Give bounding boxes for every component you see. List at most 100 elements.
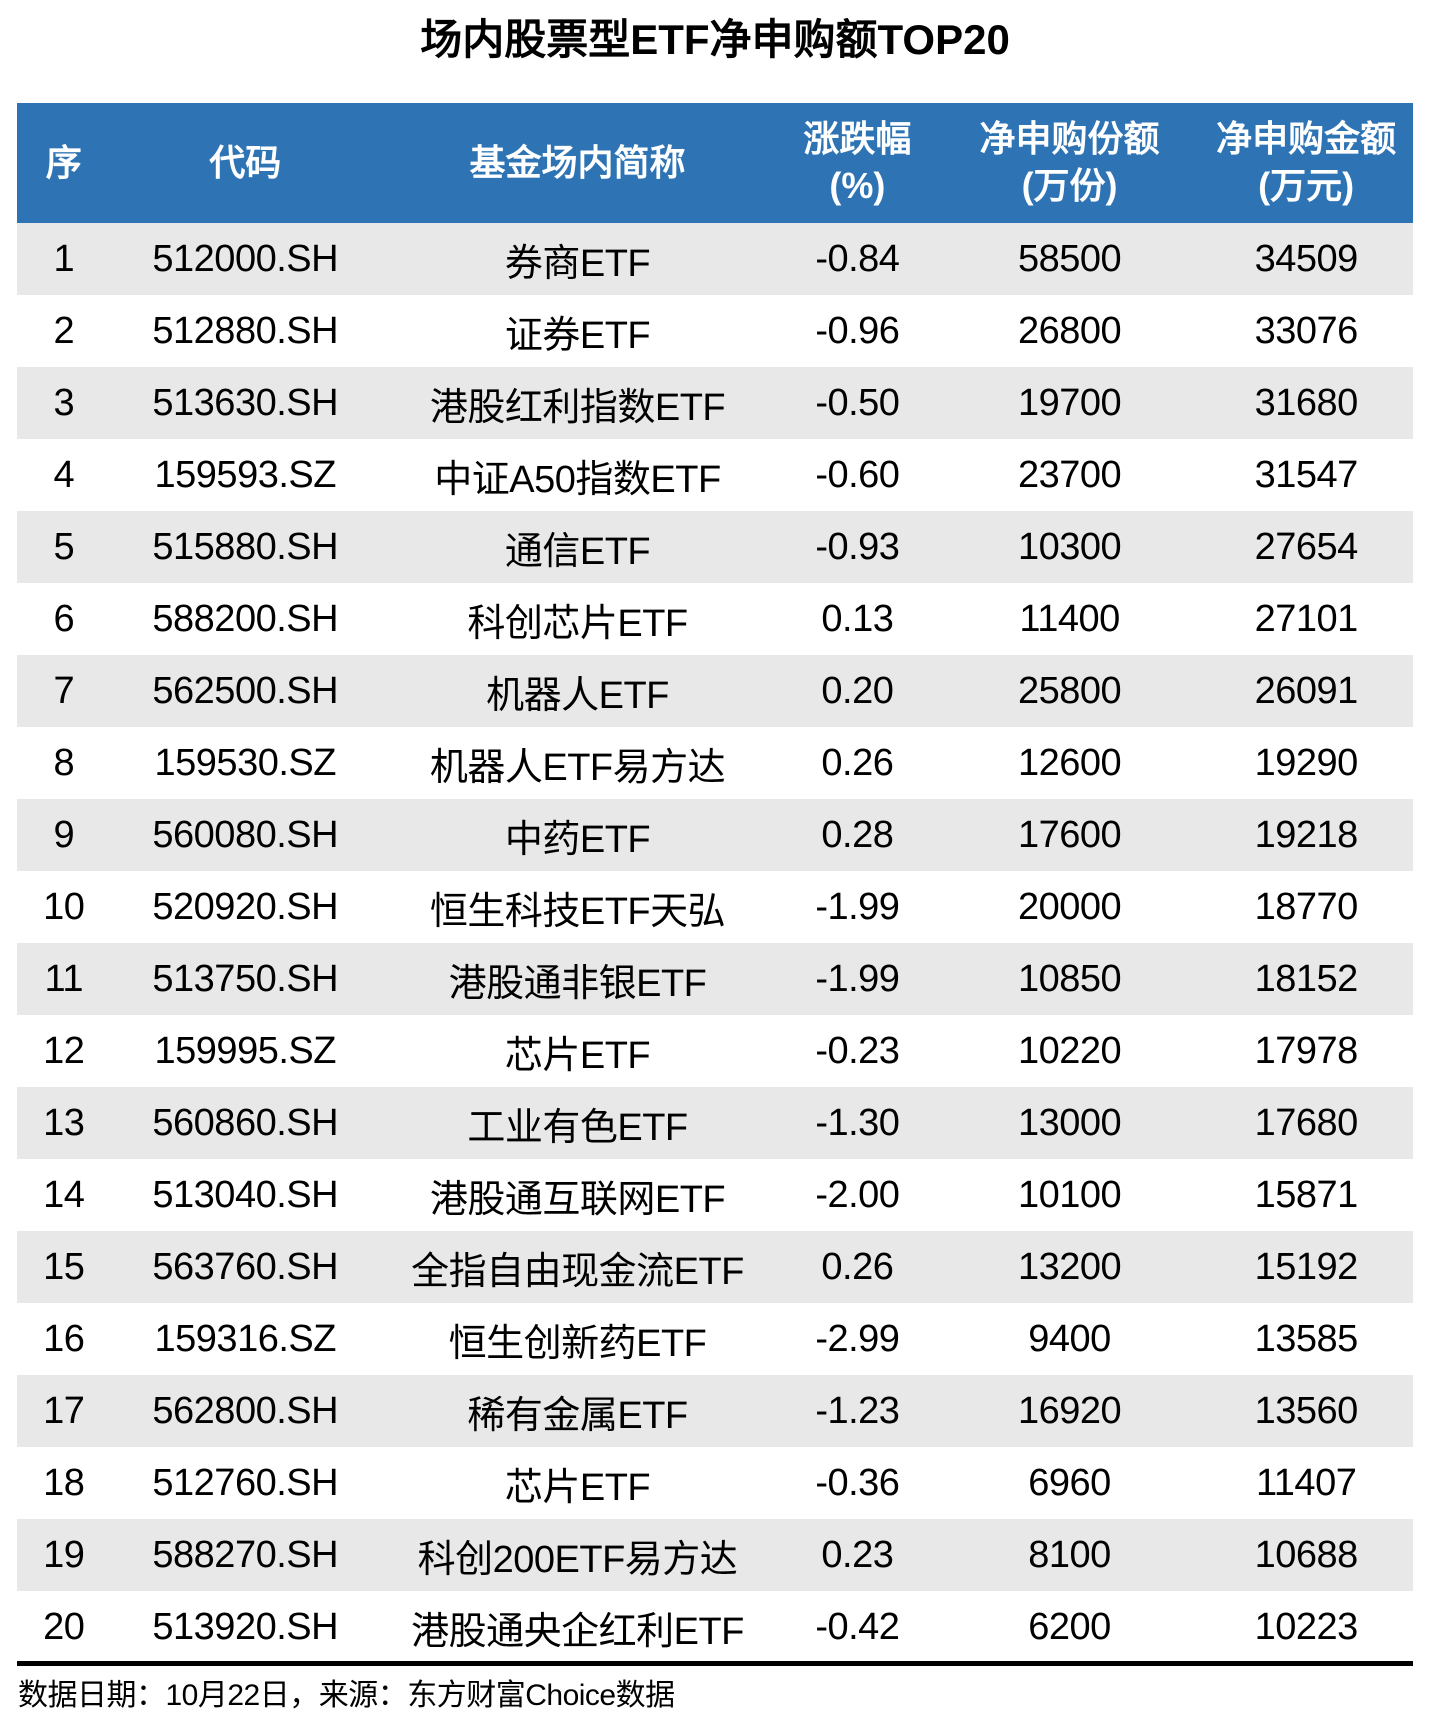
cell-fund-name: 通信ETF	[504, 530, 651, 573]
cell-code: 513630.SH	[152, 381, 339, 424]
cell-change-pct: -0.50	[815, 381, 900, 424]
header-fund-name: 基金场内简称	[380, 103, 775, 223]
header-net-shares-label-line1: 净申购份额	[979, 118, 1160, 160]
cell-net-amount: 17978	[1254, 1029, 1359, 1072]
cell-change-pct: 0.26	[821, 1245, 894, 1288]
cell-seq: 17	[43, 1389, 85, 1432]
table-row: 4 159593.SZ 中证A50指数ETF -0.60 23700 31547	[17, 439, 1413, 511]
cell-seq: 14	[43, 1173, 85, 1216]
cell-net-amount: 31547	[1254, 453, 1359, 496]
cell-fund-name: 券商ETF	[504, 242, 651, 285]
cell-fund-name: 全指自由现金流ETF	[411, 1250, 744, 1293]
cell-net-amount: 15871	[1254, 1173, 1359, 1216]
cell-change-pct: -0.84	[815, 237, 900, 280]
cell-fund-name: 芯片ETF	[504, 1034, 651, 1077]
page-title: 场内股票型ETF净申购额TOP20	[420, 16, 1010, 63]
header-fund-name-label: 基金场内简称	[469, 141, 686, 183]
cell-change-pct: -0.42	[815, 1605, 900, 1648]
cell-seq: 11	[44, 957, 84, 1000]
cell-net-amount: 15192	[1254, 1245, 1359, 1288]
cell-fund-name: 中证A50指数ETF	[434, 458, 721, 501]
cell-seq: 6	[53, 597, 75, 640]
cell-net-amount: 17680	[1254, 1101, 1359, 1144]
cell-code: 512880.SH	[152, 309, 339, 352]
cell-seq: 19	[43, 1533, 85, 1576]
cell-change-pct: -0.60	[815, 453, 900, 496]
cell-fund-name: 证券ETF	[504, 314, 651, 357]
header-net-amount-label-line2: (万元)	[1258, 165, 1355, 206]
table-row: 16 159316.SZ 恒生创新药ETF -2.99 9400 13585	[17, 1303, 1413, 1375]
header-net-amount-label-line1: 净申购金额	[1216, 118, 1397, 160]
cell-change-pct: -2.99	[815, 1317, 900, 1360]
cell-net-shares: 26800	[1017, 309, 1122, 352]
cell-net-shares: 12600	[1017, 741, 1122, 784]
header-net-shares: 净申购份额 (万份)	[940, 103, 1200, 223]
cell-fund-name: 机器人ETF易方达	[429, 746, 726, 789]
cell-net-shares: 25800	[1017, 669, 1122, 712]
table-row: 11 513750.SH 港股通非银ETF -1.99 10850 18152	[17, 943, 1413, 1015]
cell-change-pct: -1.99	[815, 957, 900, 1000]
cell-fund-name: 机器人ETF	[486, 674, 669, 717]
cell-change-pct: 0.13	[821, 597, 894, 640]
cell-code: 159316.SZ	[154, 1317, 337, 1360]
header-seq-label: 序	[45, 141, 82, 183]
cell-seq: 16	[43, 1317, 85, 1360]
header-code: 代码	[111, 103, 380, 223]
cell-change-pct: -0.36	[815, 1461, 900, 1504]
cell-net-shares: 6200	[1028, 1605, 1111, 1648]
cell-change-pct: 0.26	[821, 741, 894, 784]
cell-net-shares: 16920	[1017, 1389, 1122, 1432]
cell-fund-name: 芯片ETF	[504, 1466, 651, 1509]
cell-net-shares: 17600	[1017, 813, 1122, 856]
cell-seq: 8	[53, 741, 75, 784]
cell-net-amount: 18152	[1254, 957, 1359, 1000]
cell-net-shares: 9400	[1028, 1317, 1111, 1360]
cell-seq: 1	[53, 237, 75, 280]
cell-net-amount: 19290	[1254, 741, 1359, 784]
table-body: 1 512000.SH 券商ETF -0.84 58500 34509 2 51…	[17, 223, 1413, 1663]
cell-net-shares: 23700	[1017, 453, 1122, 496]
cell-net-amount: 19218	[1254, 813, 1359, 856]
cell-code: 159593.SZ	[154, 453, 337, 496]
cell-fund-name: 稀有金属ETF	[467, 1394, 688, 1437]
table-row: 7 562500.SH 机器人ETF 0.20 25800 26091	[17, 655, 1413, 727]
table-row: 3 513630.SH 港股红利指数ETF -0.50 19700 31680	[17, 367, 1413, 439]
table-row: 20 513920.SH 港股通央企红利ETF -0.42 6200 10223	[17, 1591, 1413, 1663]
cell-seq: 10	[43, 885, 85, 928]
cell-change-pct: -2.00	[815, 1173, 900, 1216]
cell-net-amount: 34509	[1254, 237, 1359, 280]
cell-fund-name: 恒生创新药ETF	[448, 1322, 707, 1365]
cell-code: 588270.SH	[152, 1533, 339, 1576]
cell-code: 562500.SH	[152, 669, 339, 712]
header-code-label: 代码	[209, 141, 282, 183]
cell-code: 513750.SH	[152, 957, 339, 1000]
cell-change-pct: 0.23	[821, 1533, 894, 1576]
cell-net-shares: 13000	[1017, 1101, 1122, 1144]
cell-net-amount: 13560	[1254, 1389, 1359, 1432]
cell-net-shares: 10850	[1017, 957, 1122, 1000]
cell-code: 159530.SZ	[154, 741, 337, 784]
cell-change-pct: 0.28	[821, 813, 894, 856]
table-row: 17 562800.SH 稀有金属ETF -1.23 16920 13560	[17, 1375, 1413, 1447]
cell-net-amount: 31680	[1254, 381, 1359, 424]
cell-net-amount: 27654	[1254, 525, 1359, 568]
cell-net-shares: 11400	[1019, 597, 1120, 640]
header-change-pct-label-line2: (%)	[829, 165, 886, 206]
cell-change-pct: -1.30	[815, 1101, 900, 1144]
cell-code: 560860.SH	[152, 1101, 339, 1144]
cell-fund-name: 港股通非银ETF	[448, 962, 707, 1005]
cell-net-shares: 8100	[1028, 1533, 1111, 1576]
cell-net-amount: 27101	[1254, 597, 1359, 640]
cell-code: 513040.SH	[152, 1173, 339, 1216]
cell-code: 512000.SH	[152, 237, 339, 280]
cell-code: 560080.SH	[152, 813, 339, 856]
table-row: 19 588270.SH 科创200ETF易方达 0.23 8100 10688	[17, 1519, 1413, 1591]
table-row: 8 159530.SZ 机器人ETF易方达 0.26 12600 19290	[17, 727, 1413, 799]
cell-net-amount: 13585	[1254, 1317, 1359, 1360]
cell-fund-name: 工业有色ETF	[467, 1106, 688, 1149]
etf-table: 序 代码 基金场内简称 涨跌幅 (%) 净申购份额 (万份) 净申购金额 (万元…	[17, 103, 1413, 1663]
header-change-pct-label-line1: 涨跌幅	[803, 118, 912, 160]
header-seq: 序	[17, 103, 111, 223]
data-source-note: 数据日期：10月22日，来源：东方财富Choice数据	[18, 1679, 675, 1712]
